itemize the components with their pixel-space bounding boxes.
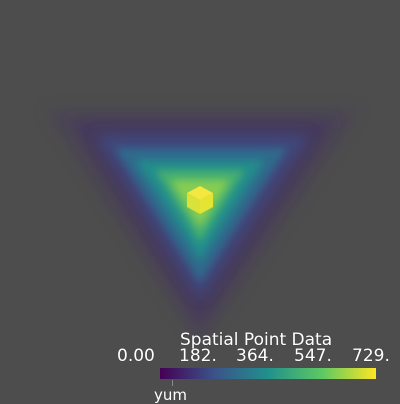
hot-cube-left xyxy=(187,193,200,214)
hot-cube-right xyxy=(200,193,213,214)
